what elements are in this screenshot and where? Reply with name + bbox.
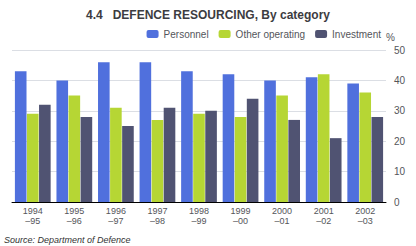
svg-text:Other operating: Other operating [236, 29, 306, 40]
svg-text:–03: –03 [358, 216, 373, 226]
svg-text:1999: 1999 [231, 206, 251, 216]
svg-text:2001: 2001 [314, 206, 334, 216]
svg-text:–02: –02 [316, 216, 331, 226]
svg-text:1997: 1997 [147, 206, 167, 216]
svg-text:30: 30 [394, 105, 406, 116]
svg-text:4.4 DEFENCE RESOURCING, By c: 4.4 DEFENCE RESOURCING, By category [86, 8, 330, 22]
svg-text:–97: –97 [108, 216, 123, 226]
svg-text:–98: –98 [150, 216, 165, 226]
svg-text:10: 10 [394, 166, 406, 177]
svg-text:Source: Department of Defence: Source: Department of Defence [4, 235, 131, 245]
svg-text:40: 40 [394, 75, 406, 86]
svg-text:2000: 2000 [272, 206, 292, 216]
svg-text:Investment: Investment [332, 29, 381, 40]
svg-text:–00: –00 [233, 216, 248, 226]
svg-text:–01: –01 [275, 216, 290, 226]
svg-text:1995: 1995 [64, 206, 84, 216]
svg-text:1996: 1996 [106, 206, 126, 216]
svg-text:%: % [386, 32, 395, 43]
svg-text:–95: –95 [25, 216, 40, 226]
svg-text:Personnel: Personnel [164, 29, 209, 40]
svg-text:50: 50 [394, 45, 406, 56]
svg-text:2002: 2002 [355, 206, 375, 216]
svg-text:–96: –96 [67, 216, 82, 226]
svg-text:1998: 1998 [189, 206, 209, 216]
svg-text:0: 0 [394, 197, 400, 208]
svg-text:–99: –99 [191, 216, 206, 226]
svg-text:1994: 1994 [23, 206, 43, 216]
svg-text:20: 20 [394, 136, 406, 147]
